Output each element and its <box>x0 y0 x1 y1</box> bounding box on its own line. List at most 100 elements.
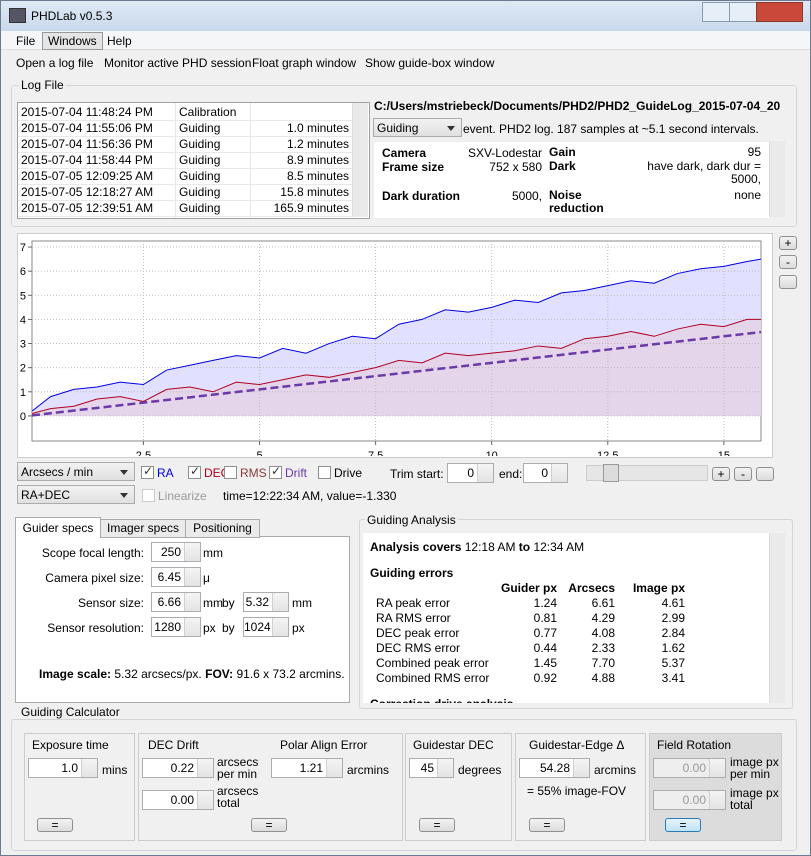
scrollbar[interactable] <box>769 533 785 703</box>
check-mark: ✓ <box>143 464 154 478</box>
field-label: Scope focal length: <box>41 546 144 560</box>
trim-start[interactable]: 0 <box>447 463 494 483</box>
field-input[interactable]: 250 <box>151 542 201 562</box>
y-tick-label: 7 <box>20 242 26 254</box>
checkbox[interactable] <box>224 466 237 479</box>
image-scale: Image scale: 5.32 arcsecs/px. FOV: 91.6 … <box>39 667 345 681</box>
minimize[interactable] <box>702 2 730 22</box>
unit: degrees <box>458 763 502 777</box>
field-unit: μ <box>203 571 210 585</box>
tab[interactable]: Guider specs <box>15 517 101 538</box>
label: Analysis covers <box>370 540 462 554</box>
cell-value: 0.81 <box>533 611 557 625</box>
menu-item[interactable]: File <box>16 34 36 48</box>
zoom-in[interactable]: + <box>712 467 730 481</box>
toolbar-button[interactable]: Open a log file <box>16 56 94 70</box>
info-value: none <box>734 188 761 202</box>
event-select[interactable]: Guiding <box>373 118 462 137</box>
checkbox-label[interactable]: RA <box>157 466 174 480</box>
scrollbar[interactable] <box>769 141 785 217</box>
checkbox-label[interactable]: Linearize <box>158 489 207 503</box>
log-cell: Guiding <box>179 185 221 199</box>
unit: per min <box>730 767 771 781</box>
menu-item[interactable]: Help <box>107 34 132 48</box>
calc-button[interactable]: = <box>37 818 73 832</box>
x-tick-label: 2.5 <box>136 450 151 456</box>
calc-input[interactable]: 0.22 <box>142 758 214 778</box>
info-label: Dark <box>549 159 576 173</box>
toolbar-button[interactable]: Show guide-box window <box>365 56 495 70</box>
units-select[interactable]: Arcsecs / min <box>17 462 135 481</box>
calc-button[interactable]: = <box>251 818 287 832</box>
checkbox-label[interactable]: DEC <box>204 466 230 480</box>
checkbox[interactable] <box>318 466 331 479</box>
cell-value: 0.44 <box>533 641 557 655</box>
slider-thumb[interactable] <box>603 464 619 482</box>
scrollbar[interactable] <box>352 103 368 217</box>
graph-fit[interactable] <box>779 275 797 289</box>
log-cell: 2015-07-04 11:56:36 PM <box>21 137 153 151</box>
column-header: Image px <box>632 581 685 595</box>
cell-value: 2.99 <box>661 611 685 625</box>
unit: total <box>217 796 240 810</box>
field-input[interactable]: 1024 <box>243 617 289 637</box>
field-input[interactable]: 6.66 <box>151 592 201 612</box>
log-cell: 2015-07-04 11:58:44 PM <box>21 153 153 167</box>
calc-input[interactable]: 45 <box>409 758 454 778</box>
row-line <box>18 216 352 217</box>
maximize[interactable] <box>729 2 757 22</box>
field-input[interactable]: 1280 <box>151 617 201 637</box>
unit: mins <box>102 763 128 777</box>
checkbox[interactable] <box>142 489 155 502</box>
series-line <box>31 330 762 417</box>
group-label: Guiding Analysis <box>365 513 458 527</box>
field-input[interactable]: 5.32 <box>243 592 289 612</box>
zoom-reset[interactable] <box>756 467 774 481</box>
calc-button[interactable]: = <box>529 818 565 832</box>
x-tick-label: 5 <box>256 450 262 456</box>
log-summary: event. PHD2 log. 187 samples at ~5.1 sec… <box>463 122 759 136</box>
cell-value: 1.45 <box>533 656 557 670</box>
axis-select[interactable]: RA+DEC <box>17 485 135 504</box>
calc-button[interactable]: = <box>665 818 701 832</box>
log-cell: 15.8 minutes <box>280 185 349 199</box>
calc-input[interactable]: 54.28 <box>519 758 590 778</box>
field-unit: px <box>203 621 216 635</box>
close[interactable] <box>756 2 803 22</box>
row-label: DEC peak error <box>376 626 460 640</box>
trim-end[interactable]: 0 <box>523 463 568 483</box>
unit: arcsecs <box>217 755 259 769</box>
checkbox-label[interactable]: Drift <box>285 466 307 480</box>
toolbar-button[interactable]: Float graph window <box>252 56 357 70</box>
checkbox-label[interactable]: Drive <box>334 466 363 480</box>
y-tick-label: 4 <box>20 314 26 326</box>
unit: image px <box>730 755 779 769</box>
graph-zoom-out[interactable]: - <box>779 255 797 269</box>
calc-input[interactable]: 0.00 <box>142 790 214 810</box>
column-header: Arcsecs <box>568 581 615 595</box>
x-tick-label: 10 <box>486 450 498 456</box>
menu-item[interactable]: Windows <box>42 32 103 50</box>
graph-zoom-in[interactable]: + <box>779 236 797 250</box>
checkbox[interactable]: ✓ <box>141 464 154 479</box>
zoom-out[interactable]: - <box>734 467 752 481</box>
tab[interactable]: Imager specs <box>100 519 186 538</box>
checkbox[interactable]: ✓ <box>269 464 282 479</box>
y-tick-label: 2 <box>20 363 26 375</box>
note: = 55% image-FOV <box>527 784 627 798</box>
calc-input[interactable]: 1.0 <box>28 758 98 778</box>
log-list[interactable]: 2015-07-04 11:48:24 PM Calibration 2015-07… <box>17 102 370 219</box>
field-input[interactable]: 6.45 <box>151 567 201 587</box>
cell-value: 0.92 <box>533 671 557 685</box>
tab[interactable]: Positioning <box>185 519 260 538</box>
row-line <box>18 152 352 153</box>
toolbar-button[interactable]: Monitor active PHD session <box>104 56 252 70</box>
log-cell: 2015-07-05 12:39:51 AM <box>21 201 154 215</box>
calc-button[interactable]: = <box>419 818 455 832</box>
checkbox[interactable]: ✓ <box>188 464 201 479</box>
calc-input[interactable]: 1.21 <box>271 758 343 778</box>
checkbox-label[interactable]: RMS <box>240 466 267 480</box>
group-label: Log File <box>19 78 66 92</box>
field-label: Sensor resolution: <box>47 621 144 635</box>
